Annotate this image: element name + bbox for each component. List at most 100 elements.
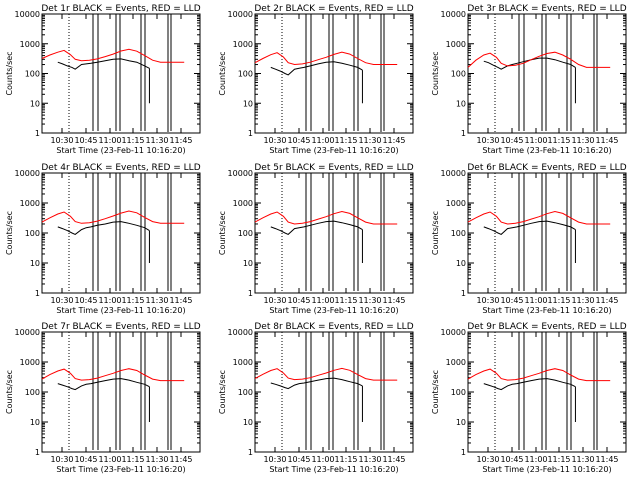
x-tick-label: 10:30 (476, 296, 499, 305)
panel-det-1: Det 1r BLACK = Events, RED = LLD 1 10 100 10… (5, 4, 201, 155)
y-tick-label: 1 (35, 129, 40, 138)
y-axis-label: Counts/sec (431, 211, 440, 255)
y-tick-label: 1000 (446, 358, 466, 367)
y-tick-label: 10000 (441, 10, 466, 19)
y-tick-label: 1 (248, 129, 253, 138)
series-line-lld (467, 210, 611, 225)
series-line-events (483, 57, 576, 70)
y-tick-label: 100 (238, 388, 253, 397)
y-axis-label: Counts/sec (218, 370, 227, 414)
plot-frame (41, 172, 201, 294)
y-tick-label: 10 (243, 418, 253, 427)
series-line-events (57, 58, 150, 70)
panel-title: Det 8r BLACK = Events, RED = LLD (254, 322, 413, 332)
y-tick-label: 10000 (441, 169, 466, 178)
x-tick-label: 11:00 (98, 455, 121, 464)
series-line-events (57, 378, 150, 391)
series-line-lld (254, 210, 398, 225)
y-tick-label: 1000 (20, 40, 40, 49)
x-tick-label: 11:45 (169, 455, 192, 464)
panel-det-2: Det 2r BLACK = Events, RED = LLD 1 10 100 10… (218, 4, 414, 155)
y-axis-label: Counts/sec (5, 51, 14, 95)
x-tick-label: 10:45 (500, 136, 523, 145)
y-tick-label: 1 (461, 129, 466, 138)
plot-frame (254, 172, 414, 294)
y-tick-label: 10 (30, 99, 40, 108)
x-tick-label: 11:00 (98, 136, 121, 145)
y-tick-label: 10 (456, 99, 466, 108)
y-tick-label: 1000 (233, 199, 253, 208)
y-axis-label: Counts/sec (431, 370, 440, 414)
series-line-events (270, 377, 363, 390)
y-tick-label: 1000 (233, 358, 253, 367)
x-tick-label: 11:00 (524, 136, 547, 145)
series-line-lld (467, 368, 611, 382)
x-tick-label: 11:45 (169, 296, 192, 305)
y-tick-label: 10 (243, 99, 253, 108)
plot-frame (41, 13, 201, 134)
series-line-events (483, 220, 576, 235)
panel-det-6: Det 6r BLACK = Events, RED = LLD 1 10 100 10… (431, 163, 627, 315)
y-tick-label: 1 (248, 448, 253, 457)
x-tick-label: 11:15 (334, 455, 357, 464)
x-tick-label: 11:30 (358, 296, 381, 305)
y-axis-label: Counts/sec (218, 51, 227, 95)
series-line-lld (41, 210, 185, 224)
y-tick-label: 10 (456, 418, 466, 427)
x-tick-label: 11:30 (358, 136, 381, 145)
panel-title: Det 4r BLACK = Events, RED = LLD (41, 163, 200, 173)
y-tick-label: 100 (238, 70, 253, 79)
series-line-lld (254, 51, 398, 66)
x-tick-label: 11:45 (169, 136, 192, 145)
series-line-lld (41, 48, 185, 63)
x-tick-label: 11:30 (145, 136, 168, 145)
x-tick-label: 11:45 (382, 136, 405, 145)
x-tick-label: 11:45 (595, 455, 618, 464)
x-tick-label: 11:30 (571, 455, 594, 464)
panel-title: Det 3r BLACK = Events, RED = LLD (467, 4, 626, 14)
x-tick-label: 10:30 (263, 455, 286, 464)
x-tick-label: 10:30 (476, 136, 499, 145)
panel-det-7: Det 7r BLACK = Events, RED = LLD 1 10 100 10… (5, 322, 201, 474)
y-tick-label: 1 (461, 448, 466, 457)
x-axis-label: Start Time (23-Feb-11 10:16:20) (56, 306, 185, 315)
x-tick-label: 10:45 (500, 296, 523, 305)
y-axis-label: Counts/sec (5, 211, 14, 255)
y-tick-label: 100 (451, 388, 466, 397)
y-axis-label: Counts/sec (218, 211, 227, 255)
x-tick-label: 10:45 (74, 455, 97, 464)
y-tick-label: 1000 (20, 199, 40, 208)
series-line-events (270, 61, 363, 76)
x-tick-label: 11:30 (145, 296, 168, 305)
x-tick-label: 10:30 (263, 296, 286, 305)
y-tick-label: 10000 (228, 328, 253, 337)
x-tick-label: 11:00 (311, 296, 334, 305)
x-tick-label: 10:45 (287, 455, 310, 464)
y-tick-label: 1000 (446, 199, 466, 208)
y-tick-label: 100 (238, 229, 253, 238)
x-tick-label: 11:15 (547, 455, 570, 464)
x-axis-label: Start Time (23-Feb-11 10:16:20) (269, 146, 398, 155)
y-axis-label: Counts/sec (431, 51, 440, 95)
panel-title: Det 2r BLACK = Events, RED = LLD (254, 4, 413, 14)
y-tick-label: 100 (25, 229, 40, 238)
x-tick-label: 11:30 (571, 296, 594, 305)
x-axis-label: Start Time (23-Feb-11 10:16:20) (56, 146, 185, 155)
x-tick-label: 10:45 (74, 296, 97, 305)
x-tick-label: 10:45 (287, 296, 310, 305)
y-tick-label: 1 (461, 289, 466, 298)
y-tick-label: 1000 (233, 40, 253, 49)
panel-title: Det 6r BLACK = Events, RED = LLD (467, 163, 626, 173)
y-tick-label: 100 (25, 388, 40, 397)
x-tick-label: 11:15 (334, 296, 357, 305)
y-tick-label: 10 (30, 418, 40, 427)
y-tick-label: 1000 (20, 358, 40, 367)
y-tick-label: 1 (35, 289, 40, 298)
x-tick-label: 11:15 (547, 136, 570, 145)
x-tick-label: 11:00 (311, 455, 334, 464)
panel-det-3: Det 3r BLACK = Events, RED = LLD 1 10 100 10… (431, 4, 627, 155)
y-tick-label: 10000 (228, 169, 253, 178)
x-tick-label: 10:45 (500, 455, 523, 464)
x-axis-label: Start Time (23-Feb-11 10:16:20) (269, 306, 398, 315)
